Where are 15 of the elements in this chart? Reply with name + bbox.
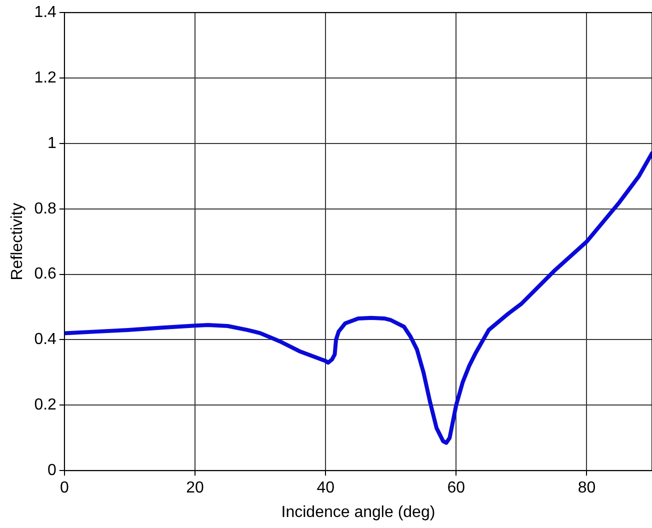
x-tick-label: 80 <box>578 480 596 497</box>
x-tick-label: 40 <box>316 480 335 497</box>
y-tick-label: 0.2 <box>34 396 57 414</box>
x-tick-label: 20 <box>186 480 204 497</box>
x-tick-label: 60 <box>447 480 466 497</box>
y-tick-label: 0.8 <box>34 200 57 218</box>
y-axis-title: Reflectivity <box>9 202 26 280</box>
x-tick-label: 0 <box>60 480 69 497</box>
x-axis-title: Incidence angle (deg) <box>281 504 436 521</box>
y-tick-label: 1.4 <box>34 4 57 22</box>
y-tick-label: 0.6 <box>34 266 57 283</box>
y-tick-label: 0 <box>48 462 57 480</box>
y-tick-label: 1 <box>48 134 57 152</box>
y-tick-label: 1.2 <box>34 69 57 86</box>
y-tick-label: 0.4 <box>34 331 57 348</box>
